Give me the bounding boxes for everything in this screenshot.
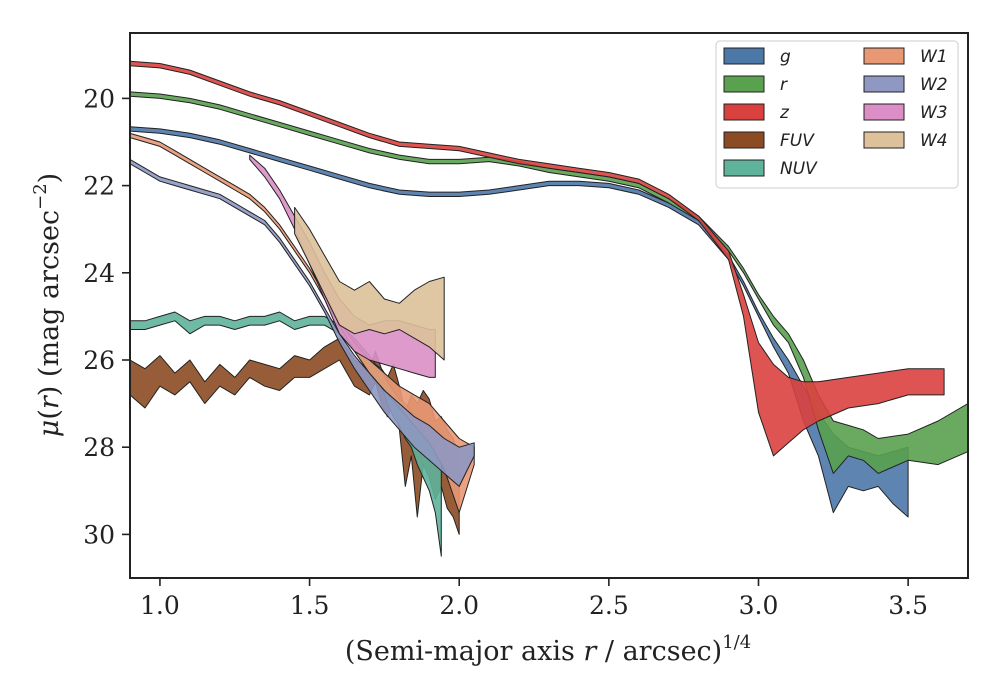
band-w1 <box>130 132 475 514</box>
legend-swatch-fuv <box>723 131 765 149</box>
legend-label-w4: W4 <box>920 131 948 151</box>
x-axis-label: (Semi-major axis r / arcsec)1/4 <box>345 632 751 667</box>
tick-layer: 1.0 1.5 2.0 2.5 3.0 3.5 20 22 24 26 28 30 <box>83 84 928 620</box>
legend-label-r: r <box>780 75 788 95</box>
band-w4 <box>294 206 445 361</box>
legend-swatch-z <box>723 103 765 121</box>
y-tick-label: 28 <box>83 433 115 462</box>
legend-swatch-g <box>723 47 765 65</box>
y-tick-label: 24 <box>83 259 115 288</box>
band-fuv <box>130 337 460 535</box>
legend-swatch-r <box>723 75 765 93</box>
legend-label-w1: W1 <box>920 47 948 67</box>
x-tick-label: 2.0 <box>439 591 479 620</box>
x-tick-label: 2.5 <box>589 591 629 620</box>
legend-label-w3: W3 <box>920 103 948 123</box>
band-nuv <box>130 311 442 557</box>
legend-swatch-w2 <box>863 75 905 93</box>
x-tick-label: 1.5 <box>290 591 330 620</box>
legend-swatch-nuv <box>723 159 765 177</box>
legend-label-g: g <box>780 47 791 67</box>
legend: grz FUV NUV W1 W2 W3 W4 <box>715 40 959 189</box>
y-axis-label: μ(r) (mag arcsec−2) <box>30 173 65 437</box>
legend-label-z: z <box>779 103 790 123</box>
legend-label-w2: W2 <box>920 75 948 95</box>
y-tick-label: 26 <box>83 346 115 375</box>
band-g <box>130 126 909 518</box>
legend-swatch-w4 <box>863 131 905 149</box>
band-w2 <box>130 158 475 487</box>
legend-swatch-w1 <box>863 47 905 65</box>
x-tick-label: 3.0 <box>739 591 779 620</box>
y-tick-label: 20 <box>83 84 115 113</box>
band-series-layer <box>130 60 968 557</box>
legend-swatch-w3 <box>863 103 905 121</box>
x-tick-label: 1.0 <box>140 591 180 620</box>
legend-label-nuv: NUV <box>780 159 818 179</box>
y-tick-label: 30 <box>83 520 115 549</box>
y-tick-label: 22 <box>83 172 115 201</box>
x-tick-label: 3.5 <box>888 591 928 620</box>
plot-frame <box>129 32 969 579</box>
band-z <box>130 60 945 457</box>
legend-label-fuv: FUV <box>780 131 815 151</box>
